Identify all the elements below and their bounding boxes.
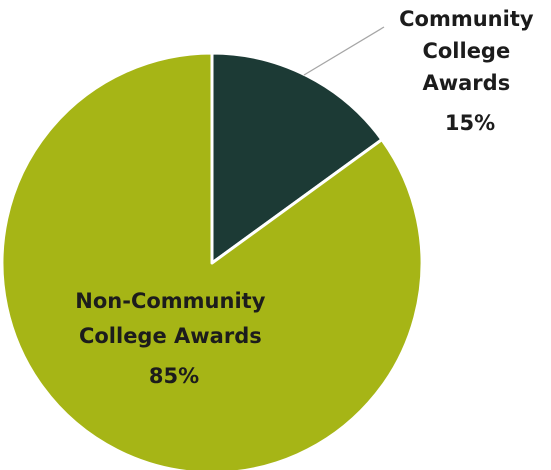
label-line: Awards [422,71,510,95]
pie-slice-community-college-awards [210,51,384,265]
pie-slices [0,51,424,470]
label-line: College Awards [79,324,262,348]
slice-label-community-college: Community College Awards 15% [399,7,541,135]
slice-label-non-community-college: Non-Community College Awards 85% [75,289,272,388]
label-line: 15% [445,111,495,135]
label-line: Community [399,7,534,31]
label-line: Non-Community [75,289,265,313]
leader-line-community-college [303,26,385,76]
label-line: College [422,39,510,63]
pie-slice-non-community-college-awards [0,51,424,470]
label-line: 85% [149,364,199,388]
